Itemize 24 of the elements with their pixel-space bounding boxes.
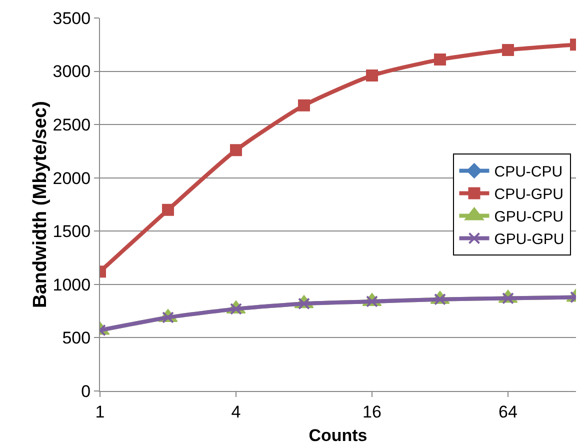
y-tick-label: 0 — [81, 382, 91, 401]
x-tick-label: 64 — [498, 402, 518, 422]
legend-label: CPU-GPU — [494, 186, 564, 204]
x-tick-label: 16 — [362, 402, 382, 422]
point — [434, 54, 446, 66]
point — [366, 70, 378, 82]
y-tick-label: 2000 — [52, 168, 91, 188]
legend-label: CPU-CPU — [494, 164, 563, 181]
x-tick-label: 4 — [231, 402, 241, 422]
y-tick-label: 3500 — [52, 8, 91, 28]
x-axis-title: Counts — [308, 426, 368, 445]
y-tick-label: 500 — [62, 328, 91, 348]
x-tick-label: 1 — [95, 402, 105, 422]
point — [162, 204, 174, 216]
legend-label: GPU-GPU — [494, 231, 564, 248]
point — [298, 99, 310, 112]
y-tick-label: 3000 — [52, 62, 91, 82]
y-axis-title: Bandwidth (Mbyte/sec) — [30, 101, 51, 308]
point — [502, 44, 514, 56]
point — [230, 144, 242, 156]
y-tick-label: 2500 — [52, 116, 91, 135]
legend-label: GPU-CPU — [494, 208, 564, 226]
y-tick-label: 1000 — [52, 275, 91, 294]
y-tick-label: 1500 — [52, 222, 91, 242]
